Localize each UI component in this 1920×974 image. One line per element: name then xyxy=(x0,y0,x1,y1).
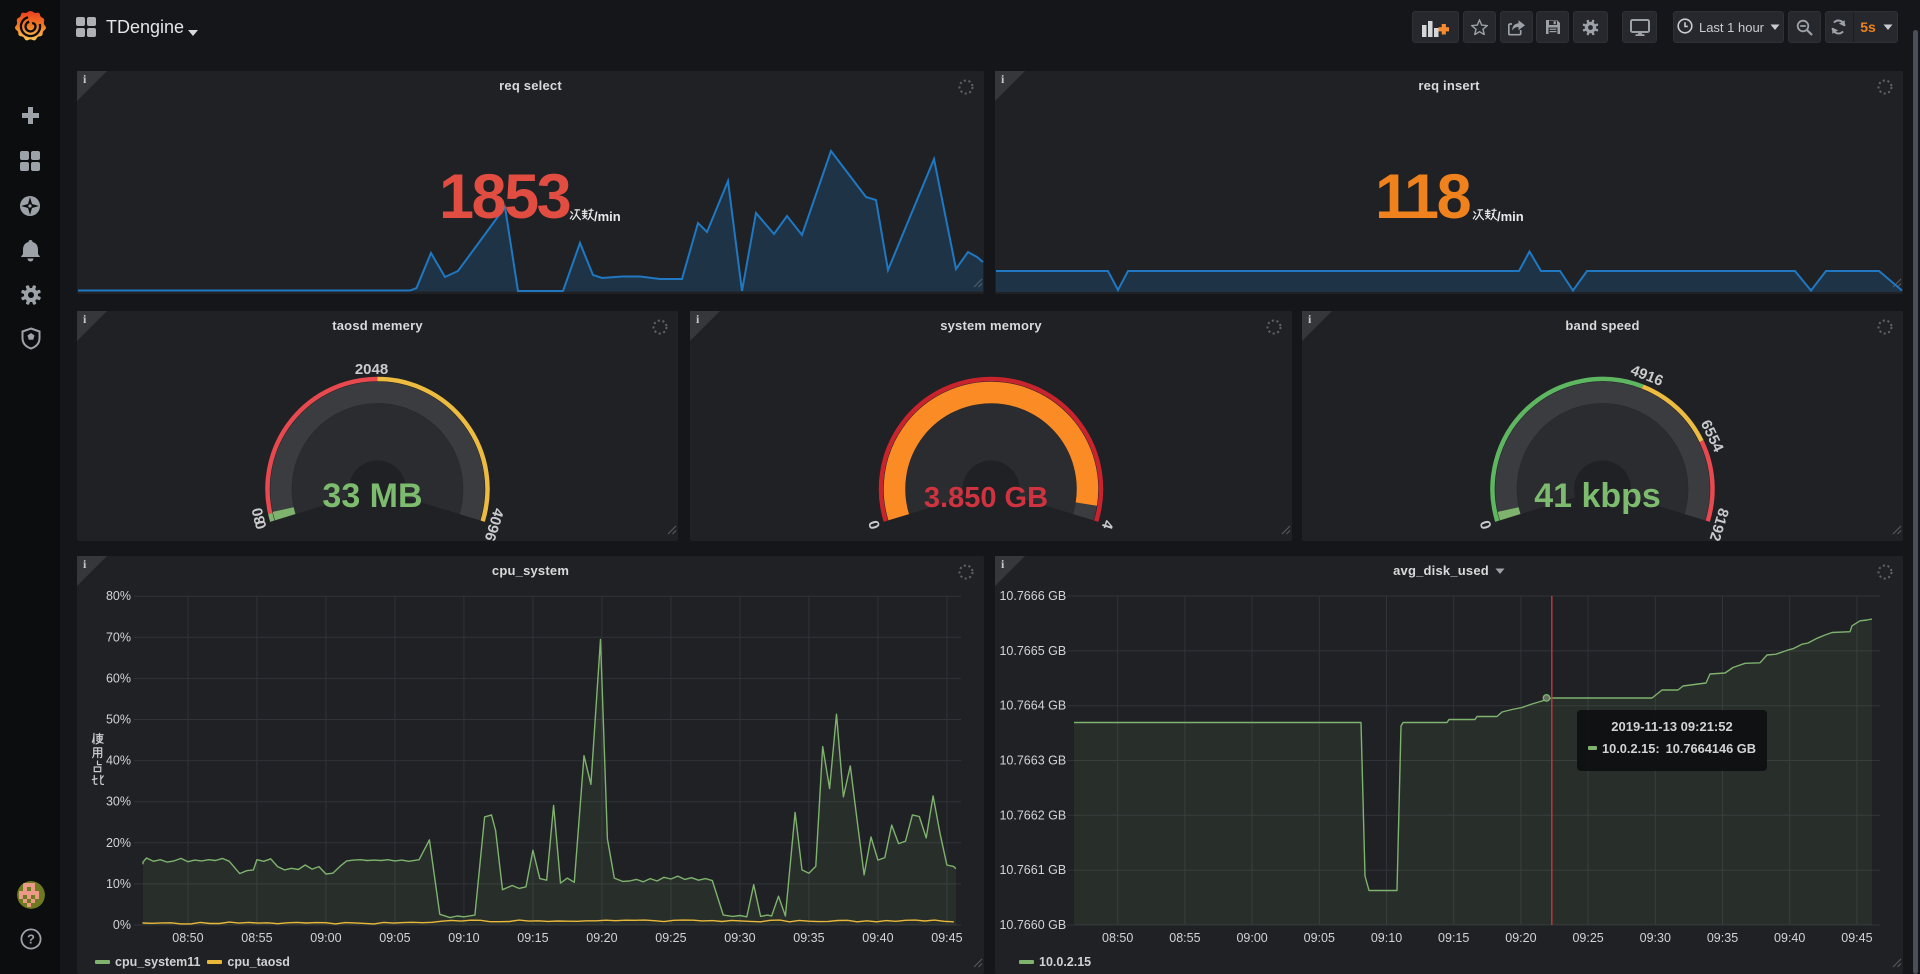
svg-text:0: 0 xyxy=(865,518,884,531)
svg-text:09:10: 09:10 xyxy=(1371,931,1402,945)
svg-text:60%: 60% xyxy=(106,671,131,685)
svg-text:41 kbps: 41 kbps xyxy=(1534,477,1661,515)
svg-text:0%: 0% xyxy=(113,918,131,932)
svg-text:0: 0 xyxy=(1477,518,1496,531)
svg-text:09:30: 09:30 xyxy=(1640,931,1671,945)
svg-text:10%: 10% xyxy=(106,877,131,891)
svg-text:?: ? xyxy=(27,932,35,947)
svg-text:09:00: 09:00 xyxy=(1236,931,1267,945)
svg-text:10.7660 GB: 10.7660 GB xyxy=(999,918,1066,932)
svg-text:09:20: 09:20 xyxy=(586,931,617,945)
svg-text:08:50: 08:50 xyxy=(172,931,203,945)
svg-text:2048: 2048 xyxy=(355,361,388,378)
svg-text:80%: 80% xyxy=(106,589,131,603)
svg-text:09:35: 09:35 xyxy=(793,931,824,945)
svg-text:09:45: 09:45 xyxy=(1841,931,1872,945)
svg-text:20%: 20% xyxy=(106,836,131,850)
svg-text:10.7665 GB: 10.7665 GB xyxy=(999,644,1066,658)
svg-text:70%: 70% xyxy=(106,630,131,644)
svg-text:33 MB: 33 MB xyxy=(322,477,422,515)
svg-text:10.7663 GB: 10.7663 GB xyxy=(999,754,1066,768)
svg-text:50%: 50% xyxy=(106,713,131,727)
svg-text:10.7666 GB: 10.7666 GB xyxy=(999,589,1066,603)
svg-text:09:00: 09:00 xyxy=(310,931,341,945)
svg-text:10.7662 GB: 10.7662 GB xyxy=(999,808,1066,822)
svg-text:09:15: 09:15 xyxy=(517,931,548,945)
svg-text:08:50: 08:50 xyxy=(1102,931,1133,945)
svg-text:3.850 GB: 3.850 GB xyxy=(924,482,1048,514)
svg-text:09:30: 09:30 xyxy=(724,931,755,945)
svg-text:09:25: 09:25 xyxy=(655,931,686,945)
svg-text:09:35: 09:35 xyxy=(1707,931,1738,945)
svg-text:09:40: 09:40 xyxy=(1774,931,1805,945)
svg-text:08:55: 08:55 xyxy=(1169,931,1200,945)
svg-text:30%: 30% xyxy=(106,795,131,809)
svg-text:09:15: 09:15 xyxy=(1438,931,1469,945)
svg-text:40%: 40% xyxy=(106,754,131,768)
svg-text:10.7661 GB: 10.7661 GB xyxy=(999,863,1066,877)
svg-text:09:20: 09:20 xyxy=(1505,931,1536,945)
svg-text:10.7664 GB: 10.7664 GB xyxy=(999,699,1066,713)
svg-text:09:05: 09:05 xyxy=(1304,931,1335,945)
svg-text:4: 4 xyxy=(1098,518,1117,532)
svg-text:08:55: 08:55 xyxy=(241,931,272,945)
svg-text:09:45: 09:45 xyxy=(931,931,962,945)
svg-text:80: 80 xyxy=(249,506,269,526)
svg-text:09:05: 09:05 xyxy=(379,931,410,945)
svg-text:09:25: 09:25 xyxy=(1572,931,1603,945)
svg-text:09:40: 09:40 xyxy=(862,931,893,945)
svg-text:09:10: 09:10 xyxy=(448,931,479,945)
